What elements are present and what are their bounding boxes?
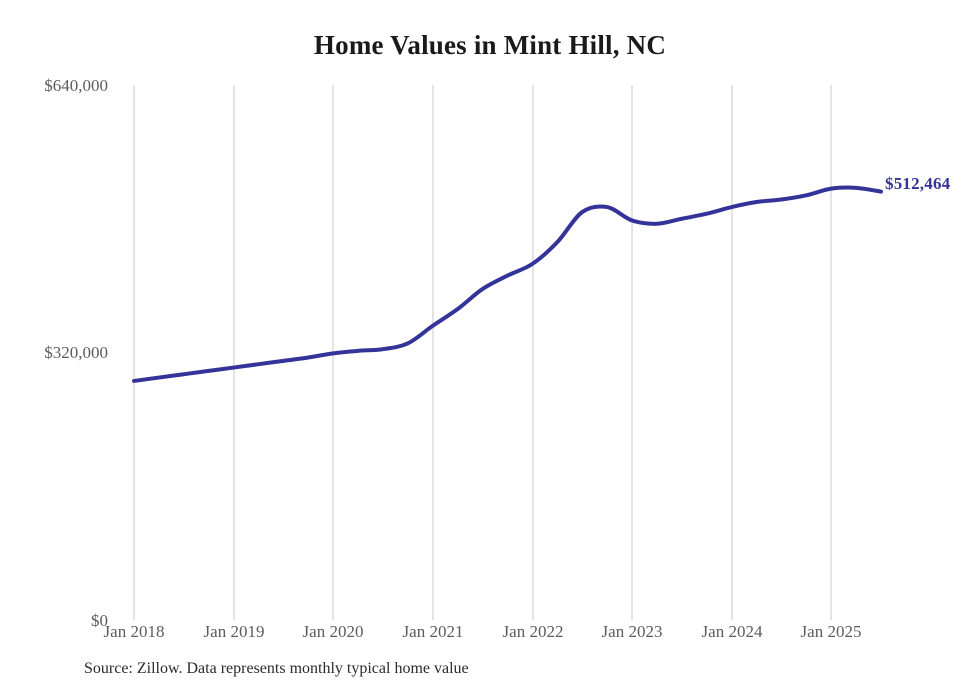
x-axis-tick-jan-2022: Jan 2022 bbox=[502, 622, 564, 641]
gridlines bbox=[133, 85, 832, 620]
chart-title: Home Values in Mint Hill, NC bbox=[313, 30, 667, 60]
series-end-value-label: $512,464 bbox=[885, 174, 951, 193]
x-axis-tick-jan-2024: Jan 2024 bbox=[701, 622, 763, 641]
x-axis-tick-jan-2019: Jan 2019 bbox=[203, 622, 265, 641]
x-axis-tick-jan-2023: Jan 2023 bbox=[601, 622, 663, 641]
y-axis-tick-0: $0 bbox=[91, 611, 108, 630]
x-axis-tick-jan-2021: Jan 2021 bbox=[402, 622, 464, 641]
y-axis-tick-320000: $320,000 bbox=[44, 343, 108, 362]
x-axis-tick-jan-2025: Jan 2025 bbox=[800, 622, 862, 641]
y-axis-tick-640000: $640,000 bbox=[44, 76, 108, 95]
x-axis-tick-jan-2018: Jan 2018 bbox=[103, 622, 165, 641]
series-line-typical-home-value bbox=[132, 185, 883, 383]
x-axis-tick-jan-2020: Jan 2020 bbox=[302, 622, 364, 641]
source-note: Source: Zillow. Data represents monthly … bbox=[84, 660, 469, 677]
